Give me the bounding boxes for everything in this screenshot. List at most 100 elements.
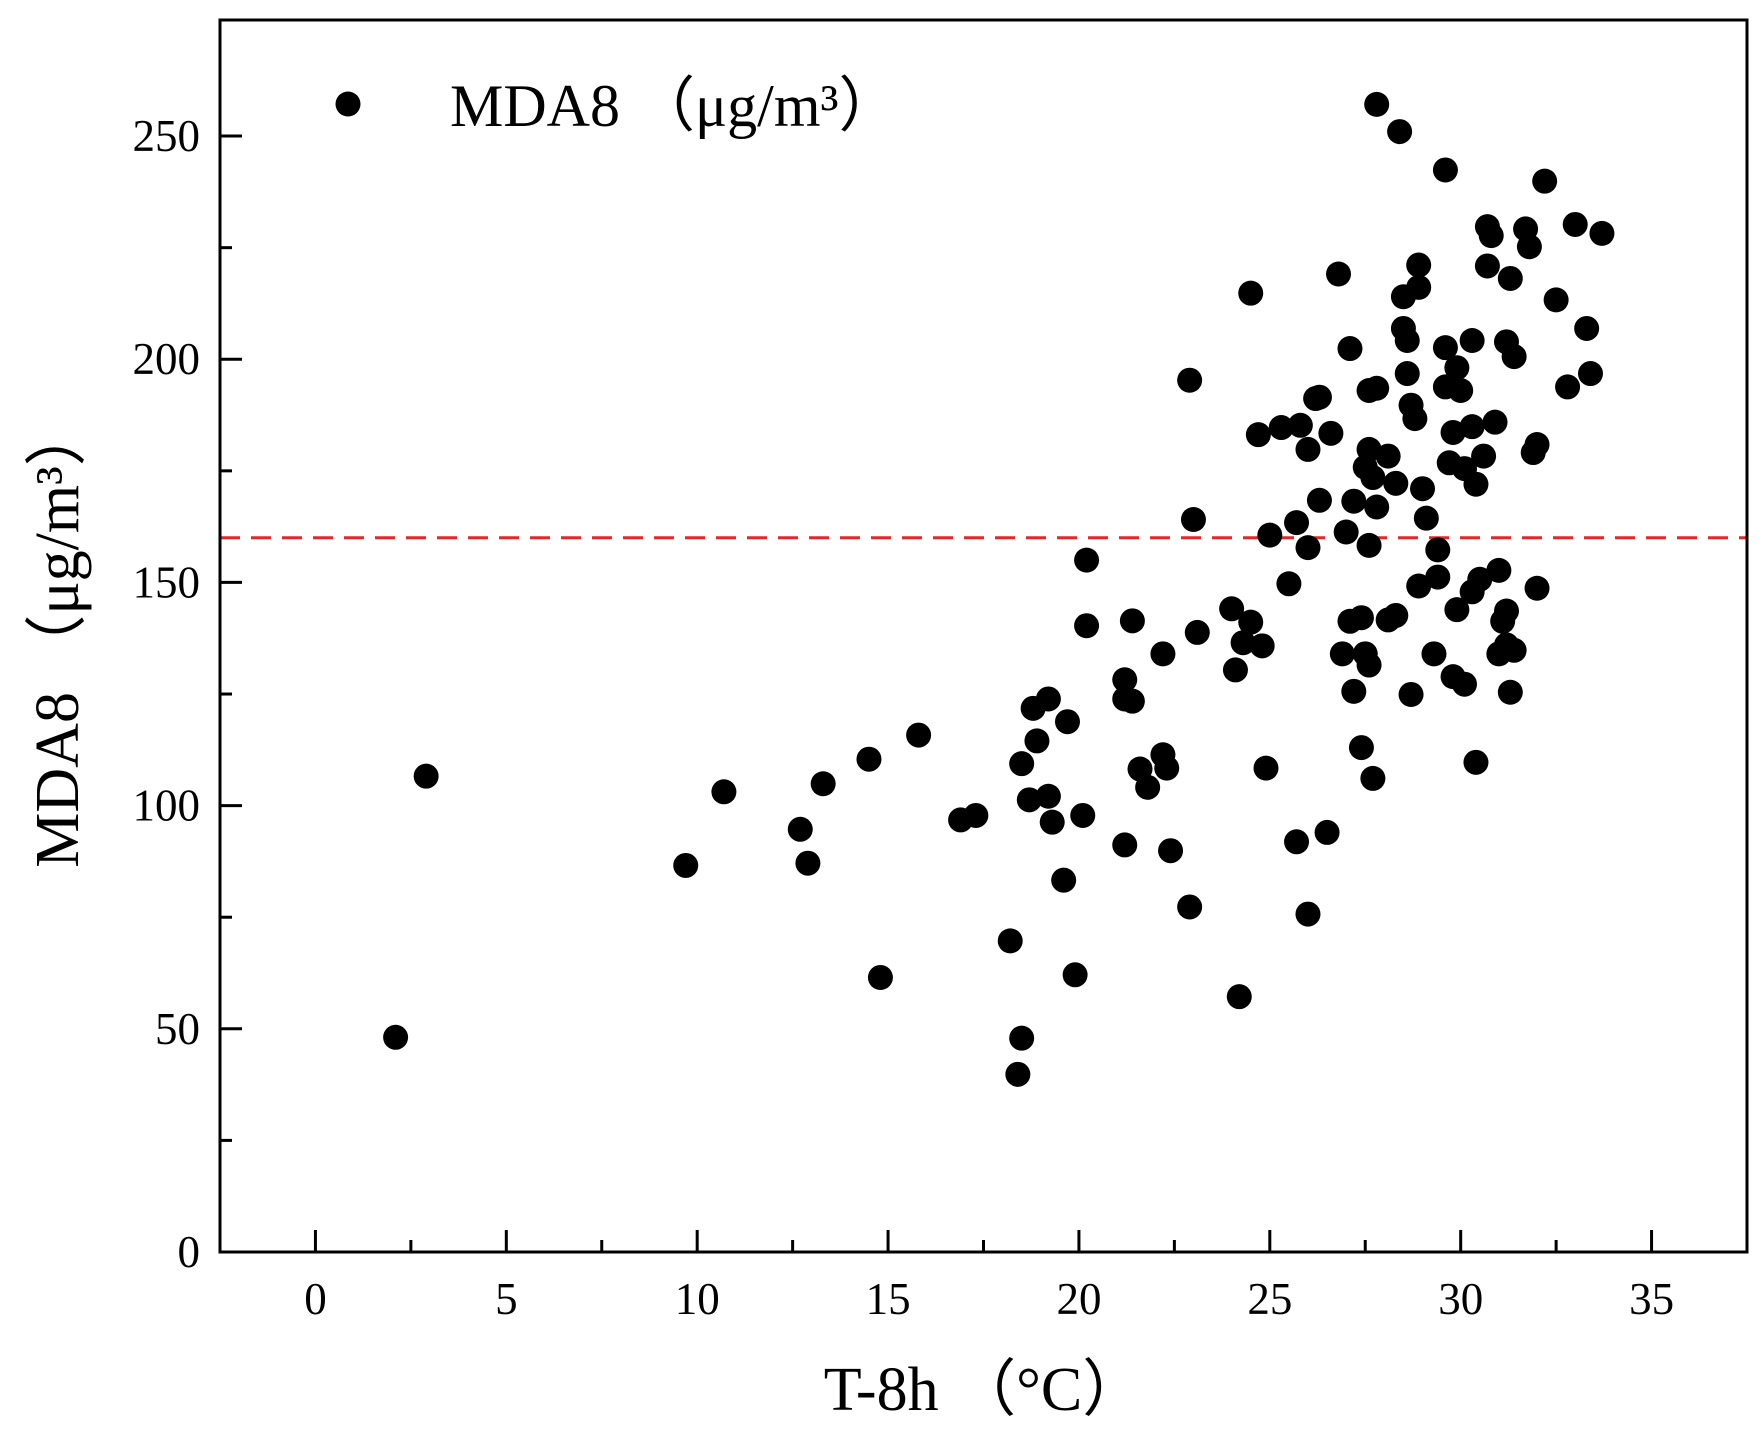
point xyxy=(1467,566,1493,592)
point xyxy=(1329,641,1355,667)
point xyxy=(1230,630,1256,656)
point xyxy=(1074,613,1100,639)
point xyxy=(787,816,813,842)
x-tick-label: 5 xyxy=(495,1274,518,1324)
point xyxy=(1337,336,1363,362)
point xyxy=(1383,602,1409,628)
y-tick-label: 150 xyxy=(133,557,201,607)
legend-marker xyxy=(335,91,361,117)
point xyxy=(1524,432,1550,458)
x-tick-label: 35 xyxy=(1629,1274,1674,1324)
point xyxy=(1348,605,1374,631)
point xyxy=(1070,802,1096,828)
point xyxy=(711,779,737,805)
point xyxy=(1314,819,1340,845)
point xyxy=(1295,901,1321,927)
point xyxy=(1398,681,1424,707)
point xyxy=(1574,315,1600,341)
point xyxy=(1184,619,1210,645)
point xyxy=(963,802,989,828)
point xyxy=(673,852,699,878)
point xyxy=(1035,783,1061,809)
x-axis-label: T-8h （°C） xyxy=(824,1356,1144,1424)
point xyxy=(1448,377,1474,403)
point xyxy=(1257,522,1283,548)
point xyxy=(1295,535,1321,561)
point xyxy=(1555,374,1581,400)
point xyxy=(1394,361,1420,387)
point xyxy=(383,1024,409,1050)
point xyxy=(1306,384,1332,410)
point xyxy=(1497,265,1523,291)
point xyxy=(1478,223,1504,249)
point xyxy=(1360,465,1386,491)
point xyxy=(1341,678,1367,704)
point xyxy=(1253,755,1279,781)
point xyxy=(1154,755,1180,781)
point xyxy=(1432,335,1458,361)
point xyxy=(1238,609,1264,635)
point xyxy=(1589,220,1615,246)
point xyxy=(1410,476,1436,502)
point xyxy=(1402,406,1428,432)
x-tick-label: 30 xyxy=(1438,1274,1483,1324)
point xyxy=(1284,510,1310,536)
point xyxy=(867,964,893,990)
point xyxy=(1383,470,1409,496)
point xyxy=(1501,637,1527,663)
point xyxy=(413,763,439,789)
point xyxy=(1356,436,1382,462)
point xyxy=(795,850,821,876)
x-tick-label: 25 xyxy=(1247,1274,1292,1324)
point xyxy=(1444,597,1470,623)
point xyxy=(1306,487,1332,513)
point xyxy=(1284,829,1310,855)
point xyxy=(1074,547,1100,573)
point xyxy=(1039,809,1065,835)
point xyxy=(1406,252,1432,278)
point xyxy=(1459,414,1485,440)
point xyxy=(1364,375,1390,401)
point xyxy=(1432,157,1458,183)
point xyxy=(1459,327,1485,353)
point xyxy=(1463,471,1489,497)
point xyxy=(1364,494,1390,520)
x-tick-label: 0 xyxy=(304,1274,327,1324)
point xyxy=(1341,488,1367,514)
point xyxy=(1268,415,1294,441)
point xyxy=(1226,984,1252,1010)
point xyxy=(1482,409,1508,435)
point xyxy=(1387,119,1413,145)
point xyxy=(1394,327,1420,353)
point xyxy=(1158,838,1184,864)
point xyxy=(1577,361,1603,387)
point xyxy=(1295,436,1321,462)
point xyxy=(1425,564,1451,590)
point xyxy=(1222,657,1248,683)
point xyxy=(1474,253,1500,279)
point xyxy=(1497,679,1523,705)
y-tick-label: 50 xyxy=(155,1004,200,1054)
point xyxy=(1425,537,1451,563)
point xyxy=(856,746,882,772)
point xyxy=(1543,287,1569,313)
x-tick-label: 15 xyxy=(866,1274,911,1324)
point xyxy=(1440,419,1466,445)
y-tick-label: 200 xyxy=(133,334,201,384)
point xyxy=(1406,274,1432,300)
point xyxy=(1486,557,1512,583)
point xyxy=(1493,598,1519,624)
point xyxy=(1516,234,1542,260)
y-tick-label: 250 xyxy=(133,111,201,161)
y-tick-label: 0 xyxy=(178,1227,201,1277)
point xyxy=(1276,571,1302,597)
point xyxy=(1249,633,1275,659)
point xyxy=(1471,443,1497,469)
point xyxy=(810,771,836,797)
point xyxy=(1287,412,1313,438)
point xyxy=(1112,667,1138,693)
point xyxy=(1238,280,1264,306)
point xyxy=(1245,422,1271,448)
point xyxy=(1005,1061,1031,1087)
